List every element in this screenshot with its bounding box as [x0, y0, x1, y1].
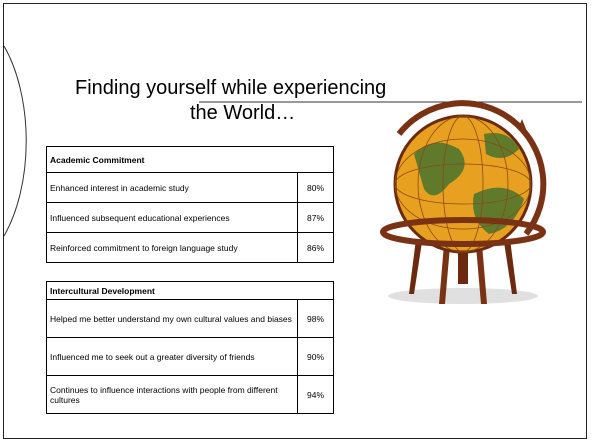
row-percent: 86%	[297, 232, 334, 263]
table-header-row: Academic Commitment	[46, 146, 334, 173]
table-row: Influenced subsequent educational experi…	[46, 202, 334, 233]
table-header: Intercultural Development	[46, 281, 334, 300]
row-label: Continues to influence interactions with…	[46, 375, 298, 414]
table: Academic Commitment Enhanced interest in …	[46, 146, 334, 263]
table-header: Academic Commitment	[46, 146, 334, 173]
row-percent: 80%	[297, 172, 334, 203]
decoration	[4, 45, 582, 304]
table: Intercultural Development Helped me bette…	[46, 281, 334, 414]
title-line: Finding yourself while experiencing	[75, 77, 387, 99]
arc	[4, 45, 27, 237]
slide: Finding yourself while experiencing the …	[3, 3, 587, 439]
row-label: Enhanced interest in academic study	[46, 172, 298, 203]
row-label: Influenced me to seek out a greater dive…	[46, 337, 298, 376]
row-label: Influenced subsequent educational experi…	[46, 202, 298, 233]
globe	[380, 100, 547, 304]
table-header-row: Intercultural Development	[46, 281, 334, 300]
row-percent: 87%	[297, 202, 334, 233]
row-percent: 98%	[297, 299, 334, 338]
row-label: Helped me better understand my own cultu…	[46, 299, 298, 338]
row-label: Reinforced commitment to foreign languag…	[46, 232, 298, 263]
title-line: the World…	[190, 102, 296, 124]
table-row: Helped me better understand my own cultu…	[46, 299, 334, 338]
table-row: Reinforced commitment to foreign languag…	[46, 232, 334, 263]
table-row: Continues to influence interactions with…	[46, 375, 334, 414]
row-percent: 94%	[297, 375, 334, 414]
row-percent: 90%	[297, 337, 334, 376]
table-row: Influenced me to seek out a greater dive…	[46, 337, 334, 376]
table-row: Enhanced interest in academic study 80%	[46, 172, 334, 203]
